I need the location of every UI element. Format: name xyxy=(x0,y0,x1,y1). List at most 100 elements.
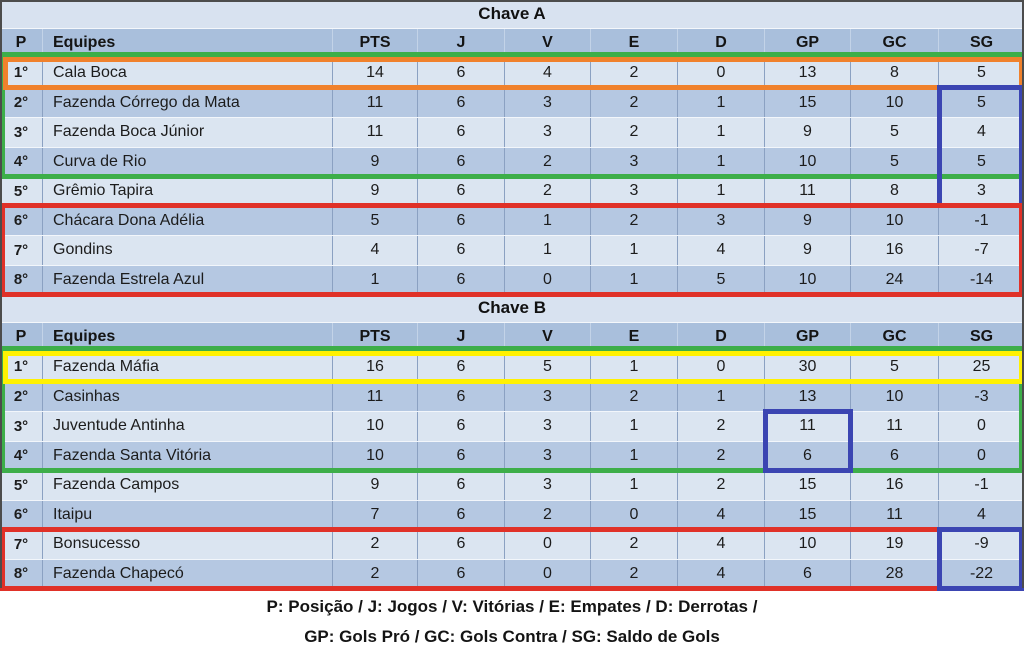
stat-cell: 2 xyxy=(678,471,765,500)
team-name-cell: Cala Boca xyxy=(43,58,333,88)
stat-cell: 1 xyxy=(591,412,678,441)
stat-cell: 13 xyxy=(765,382,851,411)
position-cell: 8° xyxy=(0,265,43,294)
stat-cell: 0 xyxy=(678,58,765,88)
stat-cell: 11 xyxy=(333,118,418,147)
chave-b-header-row: P Equipes PTS J V E D GP GC SG xyxy=(0,323,1024,352)
stat-cell: 6 xyxy=(418,412,505,441)
team-name-cell: Fazenda Máfia xyxy=(43,352,333,382)
position-cell: 3° xyxy=(0,118,43,147)
column-header-e: E xyxy=(591,323,678,351)
stat-cell: 16 xyxy=(851,471,939,500)
stat-cell: 4 xyxy=(505,58,591,88)
stat-cell: 2 xyxy=(591,88,678,117)
position-cell: 8° xyxy=(0,559,43,588)
team-name-cell: Fazenda Chapecó xyxy=(43,559,333,588)
stat-cell: 2 xyxy=(591,382,678,411)
stat-cell: 11 xyxy=(851,500,939,529)
position-cell: 2° xyxy=(0,382,43,411)
column-header-sg: SG xyxy=(969,328,994,345)
stat-cell: 5 xyxy=(505,352,591,382)
column-header-sg: SG xyxy=(969,34,994,51)
position-cell: 2° xyxy=(0,88,43,117)
stat-cell: 16 xyxy=(851,236,939,265)
table-row: 4° Fazenda Santa Vitória 10 6 3 1 2 6 6 0 xyxy=(0,440,1024,470)
stat-cell: 9 xyxy=(765,118,851,147)
stat-cell: -7 xyxy=(974,241,989,259)
stat-cell: 3 xyxy=(505,382,591,411)
stat-cell: 8 xyxy=(851,177,939,206)
stat-cell: 4 xyxy=(678,236,765,265)
position-cell: 6° xyxy=(0,500,43,529)
column-header-e: E xyxy=(591,29,678,57)
stat-cell: 2 xyxy=(678,412,765,441)
stat-cell: 11 xyxy=(851,412,939,441)
stat-cell: 11 xyxy=(333,382,418,411)
table-row: 5° Grêmio Tapira 9 6 2 3 1 11 8 3 xyxy=(0,176,1024,206)
stat-cell: 2 xyxy=(505,147,591,176)
team-name-cell: Gondins xyxy=(43,236,333,265)
stat-cell: 9 xyxy=(765,206,851,235)
stat-cell: 28 xyxy=(851,559,939,588)
team-name-cell: Itaipu xyxy=(43,500,333,529)
stat-cell: 9 xyxy=(333,177,418,206)
stat-cell: 1 xyxy=(333,265,418,294)
team-name-cell: Casinhas xyxy=(43,382,333,411)
chave-a-body: 1° Cala Boca 14 6 4 2 0 13 8 5 2° Fazenda Córrego d… xyxy=(0,58,1024,294)
table-row: 2° Casinhas 11 6 3 2 1 13 10 -3 xyxy=(0,381,1024,411)
stat-cell: 3 xyxy=(505,118,591,147)
stat-cell: 2 xyxy=(591,206,678,235)
stat-cell: 6 xyxy=(418,265,505,294)
stat-cell: 3 xyxy=(505,471,591,500)
table-row: 3° Fazenda Boca Júnior 11 6 3 2 1 9 5 4 xyxy=(0,117,1024,147)
team-name-cell: Fazenda Córrego da Mata xyxy=(43,88,333,117)
team-name-cell: Fazenda Campos xyxy=(43,471,333,500)
stat-cell: 6 xyxy=(418,382,505,411)
table-row: 2° Fazenda Córrego da Mata 11 6 3 2 1 15 10 5 xyxy=(0,87,1024,117)
table-row: 8° Fazenda Estrela Azul 1 6 0 1 5 10 24 -14 xyxy=(0,264,1024,294)
column-header-pts: PTS xyxy=(333,29,418,57)
column-header-d: D xyxy=(678,29,765,57)
stat-cell: 10 xyxy=(333,412,418,441)
position-cell: 7° xyxy=(0,530,43,559)
frame-left-border xyxy=(0,0,2,588)
stat-cell: 4 xyxy=(333,236,418,265)
stat-cell: 7 xyxy=(333,500,418,529)
stat-cell: -1 xyxy=(974,211,989,229)
stat-cell: 5 xyxy=(678,265,765,294)
stat-cell: 4 xyxy=(977,123,986,141)
stat-cell: 0 xyxy=(505,530,591,559)
column-header-d: D xyxy=(678,323,765,351)
position-cell: 4° xyxy=(0,147,43,176)
stat-cell: 6 xyxy=(418,58,505,88)
stat-cell: 25 xyxy=(972,357,991,375)
stat-cell: 6 xyxy=(418,88,505,117)
position-cell: 5° xyxy=(0,471,43,500)
column-header-gp: GP xyxy=(765,29,851,57)
position-cell: 6° xyxy=(0,206,43,235)
stat-cell: 2 xyxy=(505,177,591,206)
column-header-p: P xyxy=(0,323,43,351)
table-row: 7° Gondins 4 6 1 1 4 9 16 -7 xyxy=(0,235,1024,265)
table-row: 5° Fazenda Campos 9 6 3 1 2 15 16 -1 xyxy=(0,470,1024,500)
column-header-gp: GP xyxy=(765,323,851,351)
legend-line-2: GP: Gols Pró / GC: Gols Contra / SG: Sal… xyxy=(304,627,720,646)
stat-cell: 6 xyxy=(418,559,505,588)
stat-cell: 2 xyxy=(678,441,765,470)
stat-cell: 9 xyxy=(333,471,418,500)
stat-cell: 5 xyxy=(851,147,939,176)
column-header-j: J xyxy=(418,29,505,57)
stat-cell: -3 xyxy=(974,387,989,405)
stat-cell: 1 xyxy=(678,382,765,411)
team-name-cell: Fazenda Boca Júnior xyxy=(43,118,333,147)
stat-cell: 2 xyxy=(505,500,591,529)
stat-cell: 1 xyxy=(678,88,765,117)
position-cell: 5° xyxy=(0,177,43,206)
table-row: 7° Bonsucesso 2 6 0 2 4 10 19 -9 xyxy=(0,529,1024,559)
frame-top-border xyxy=(0,0,1024,2)
position-cell: 1° xyxy=(0,352,43,382)
column-header-v: V xyxy=(505,323,591,351)
table-row: 6° Chácara Dona Adélia 5 6 1 2 3 9 10 -1 xyxy=(0,205,1024,235)
team-name-cell: Juventude Antinha xyxy=(43,412,333,441)
